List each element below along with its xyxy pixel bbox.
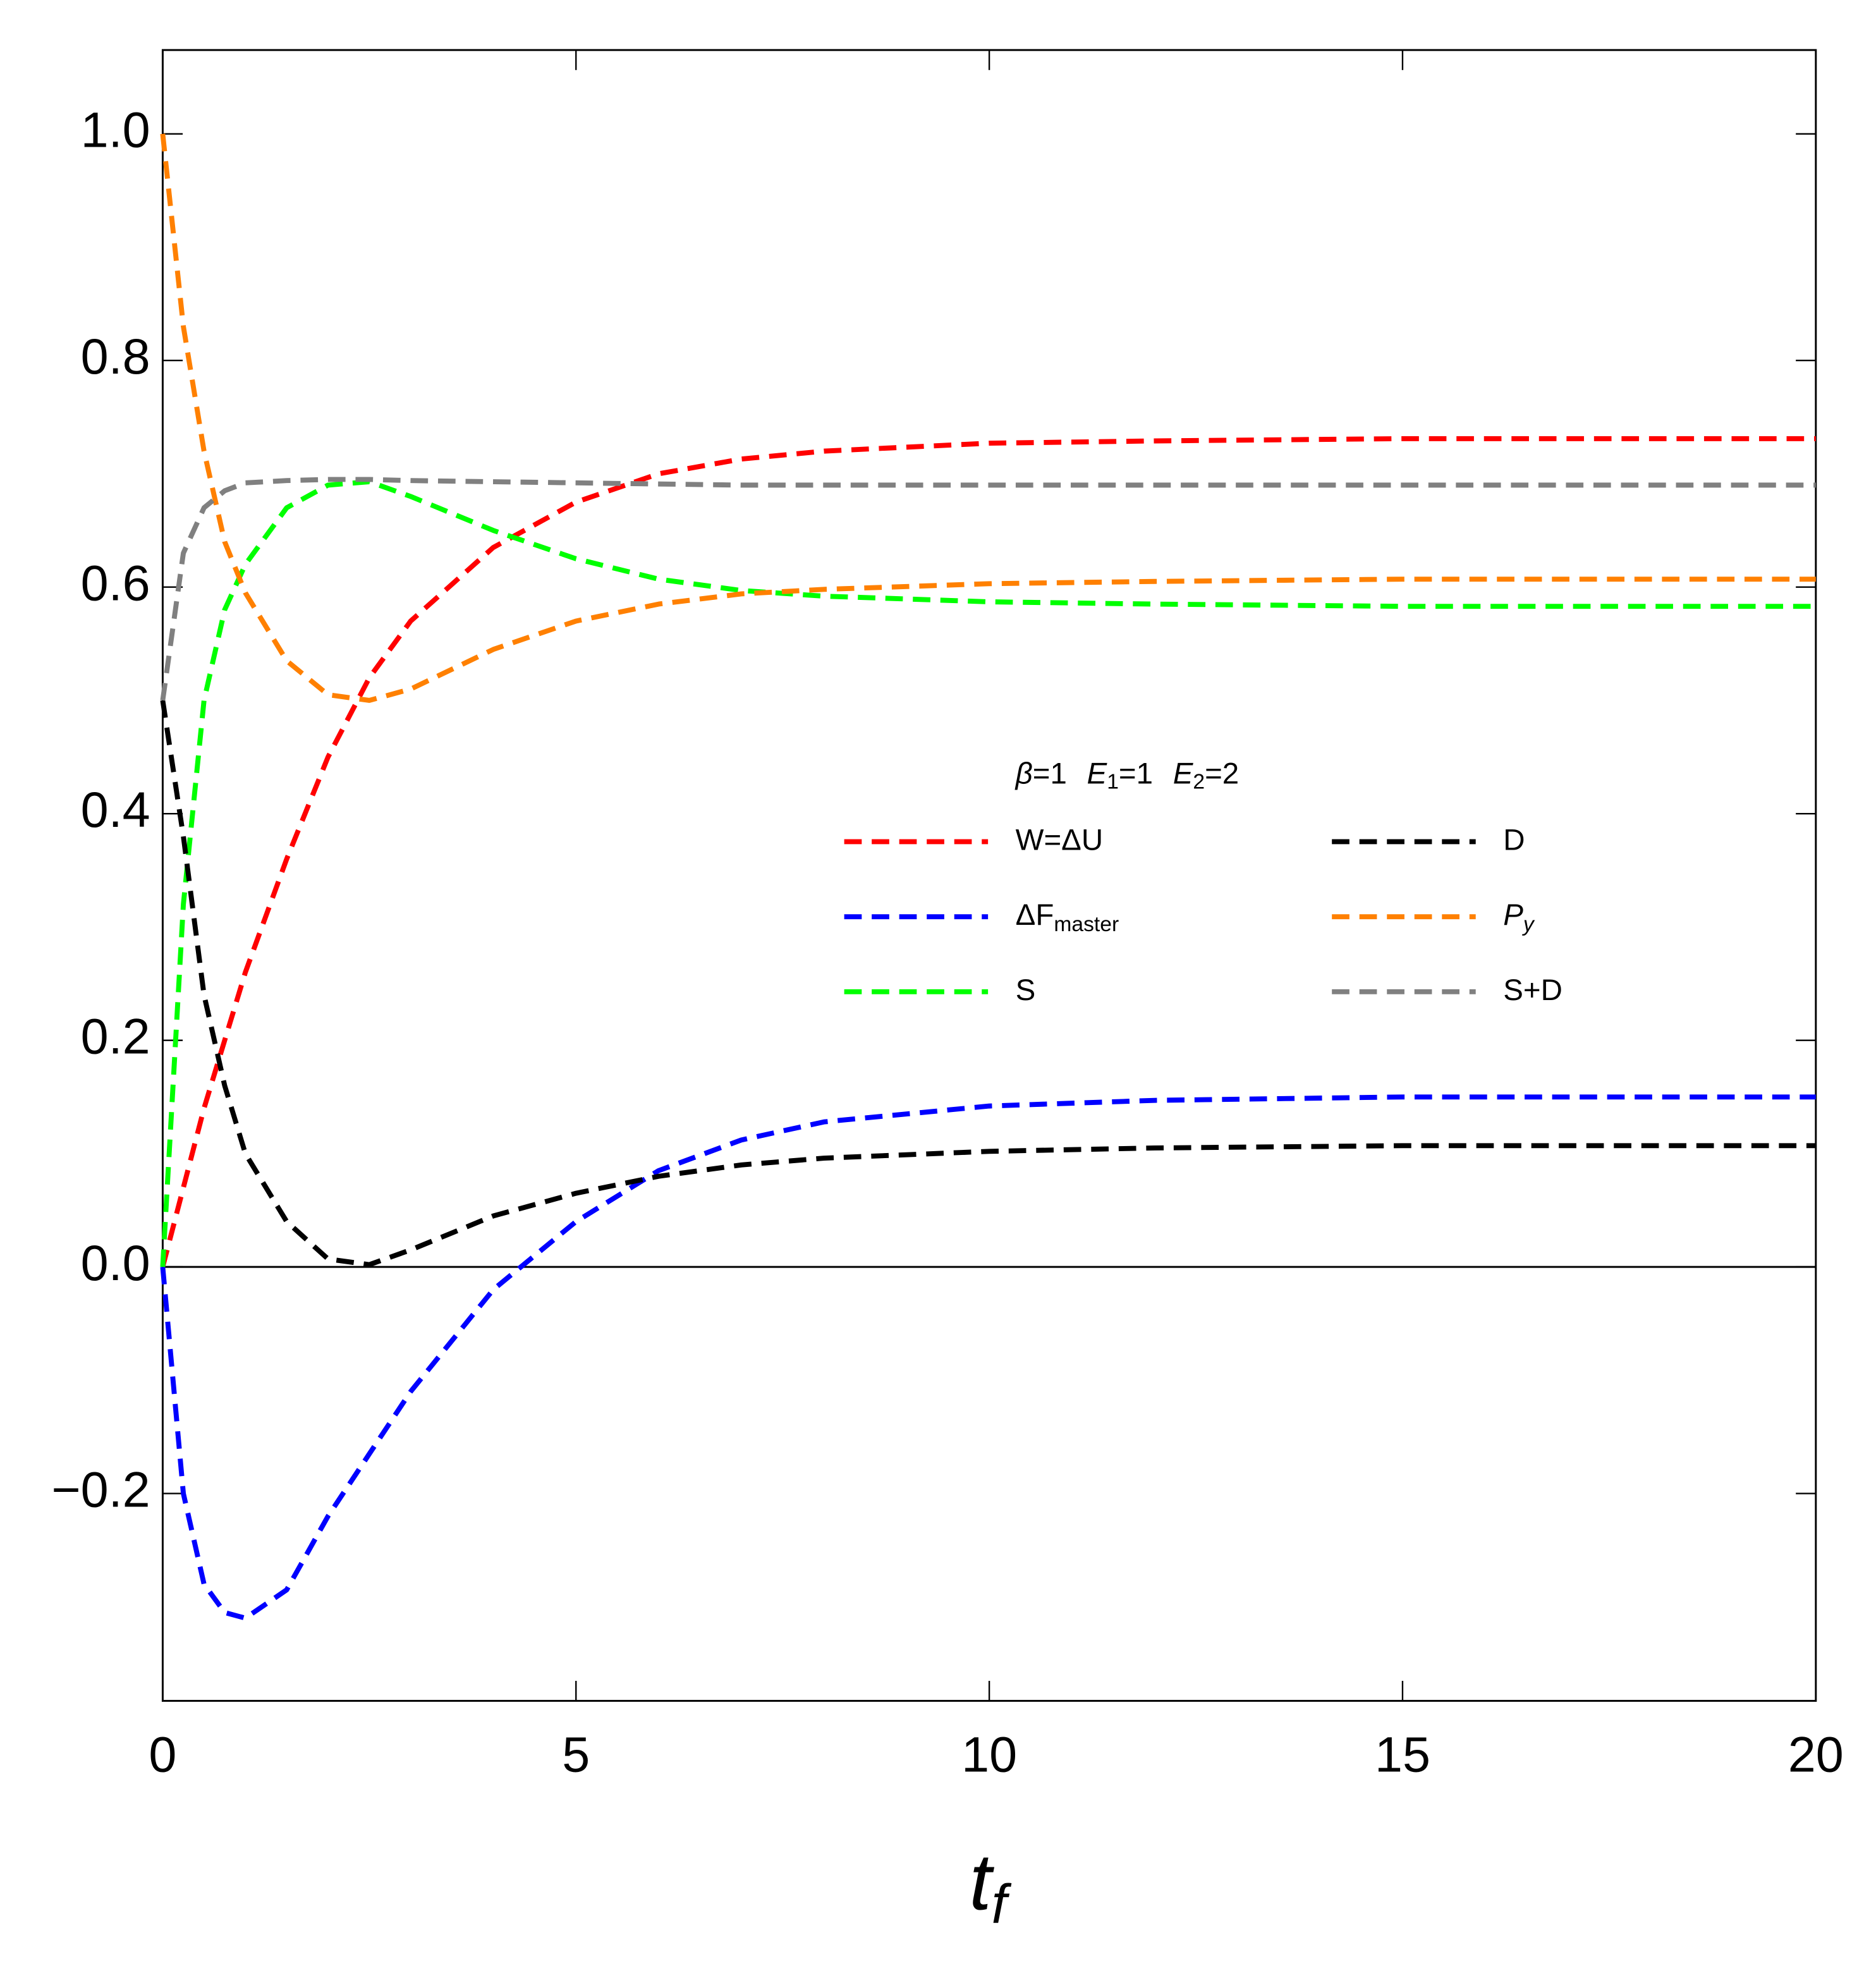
x-axis-label: tf (969, 1837, 1011, 1935)
y-tick-label: 0.4 (81, 781, 150, 838)
annotation-symbol: β (1014, 757, 1033, 790)
legend-label: W=ΔU (1016, 823, 1104, 857)
legend-name: ΔF (1016, 898, 1054, 932)
annotation-sub: 1 (1107, 770, 1119, 793)
legend-name: S (1016, 973, 1036, 1006)
legend-name-sub: y (1522, 913, 1535, 936)
legend-name-sub: master (1054, 913, 1119, 936)
x-tick-label: 0 (149, 1726, 176, 1782)
series-line (160, 479, 1816, 1267)
annotation-symbol: E (1173, 757, 1194, 790)
series-line (160, 1094, 1816, 1621)
legend-name: S+D (1503, 973, 1562, 1006)
series-line (160, 477, 1816, 701)
y-tick-label: 0.8 (81, 328, 150, 384)
x-label-main: t (969, 1837, 994, 1927)
annotation: β=1 E1=1 E2=2 (1014, 757, 1240, 793)
x-tick-label: 10 (961, 1726, 1017, 1782)
legend-label: ΔFmaster (1016, 898, 1119, 936)
legend-label: Py (1503, 898, 1535, 936)
y-tick-label: 1.0 (81, 102, 150, 158)
y-tick-label: 0.0 (81, 1235, 150, 1291)
x-tick-label: 20 (1788, 1726, 1844, 1782)
y-tick-label: 0.6 (81, 555, 150, 611)
y-tick-label: 0.2 (81, 1008, 150, 1065)
annotation-text: =1 (1119, 757, 1153, 790)
series-line (160, 700, 1816, 1267)
legend-name: P (1503, 898, 1523, 932)
x-tick-label: 5 (562, 1726, 590, 1782)
legend-label: D (1503, 823, 1525, 857)
annotation-sub: 2 (1193, 770, 1205, 793)
legend-name: D (1503, 823, 1525, 857)
legend-name: W=ΔU (1016, 823, 1104, 857)
y-tick-label: −0.2 (51, 1461, 150, 1517)
annotation-text: =2 (1205, 757, 1239, 790)
annotation-text: =1 (1033, 757, 1067, 790)
annotation-symbol: E (1087, 757, 1108, 790)
series-line (160, 133, 1816, 703)
x-tick-label: 15 (1375, 1726, 1430, 1782)
series-line (160, 436, 1816, 1268)
legend-label: S (1016, 973, 1036, 1006)
legend-label: S+D (1503, 973, 1562, 1006)
